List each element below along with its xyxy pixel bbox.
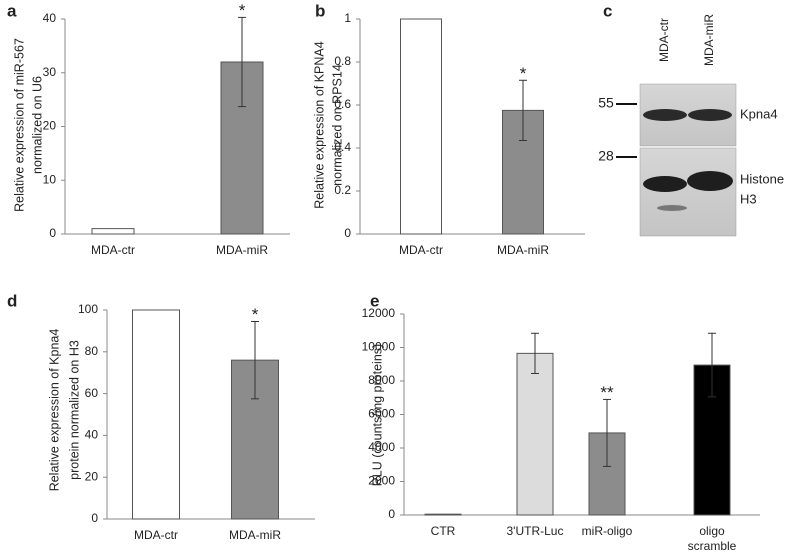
- y-tick-label: 4000: [368, 440, 395, 454]
- y-tick-label: 20: [43, 119, 57, 133]
- band-label: Kpna4: [740, 106, 778, 121]
- panel-label: c: [603, 1, 612, 20]
- y-tick-label: 1: [344, 11, 351, 25]
- x-tick-label: MDA-ctr: [399, 243, 443, 257]
- panel-label: a: [7, 1, 17, 20]
- y-axis-label: Relative expression of KPNA4: [312, 41, 326, 208]
- error-bar: [238, 16, 246, 108]
- y-axis-label: Relative expression of Kpna4: [47, 329, 61, 492]
- error-bar: [603, 398, 611, 467]
- y-axis-label: normalized on RPS14: [330, 64, 344, 186]
- significance-label: **: [600, 383, 614, 402]
- y-tick-label: 0.6: [334, 97, 351, 111]
- y-tick-label: 100: [78, 302, 98, 316]
- bar: [91, 228, 135, 235]
- y-tick-label: 40: [43, 11, 57, 25]
- y-axis-label: normalized on U6: [30, 76, 44, 174]
- error-bar: [708, 332, 716, 398]
- y-tick-label: 6000: [368, 407, 395, 421]
- y-axis-label: protein normalized on H3: [67, 340, 81, 480]
- x-tick-label: miR-oligo: [582, 524, 633, 538]
- y-tick-label: 30: [43, 65, 57, 79]
- y-tick-label: 10000: [362, 340, 396, 354]
- y-tick-label: 60: [85, 386, 99, 400]
- x-tick-label: 3'UTR-Luc: [507, 524, 564, 538]
- significance-label: *: [239, 1, 246, 20]
- x-tick-label: MDA-miR: [216, 243, 268, 257]
- y-tick-label: 40: [85, 428, 99, 442]
- lane-label: MDA-ctr: [657, 18, 671, 62]
- bar: [400, 18, 442, 235]
- bar: [132, 309, 180, 520]
- significance-label: *: [520, 64, 527, 83]
- bar: [516, 352, 554, 516]
- bar: [424, 513, 462, 516]
- y-tick-label: 0: [49, 226, 56, 240]
- y-tick-label: 2000: [368, 474, 395, 488]
- y-tick-label: 0.4: [334, 140, 351, 154]
- x-tick-label: MDA-ctr: [134, 528, 178, 542]
- y-axis-label: RLU (counts/mg proteins): [370, 344, 384, 486]
- panel-label: d: [7, 291, 17, 310]
- y-axis-label: Relative expression of miR-567: [12, 38, 26, 212]
- x-tick-label: MDA-ctr: [91, 243, 135, 257]
- x-tick-label: scramble: [688, 539, 737, 553]
- x-tick-label: MDA-miR: [497, 243, 549, 257]
- y-tick-label: 0: [344, 226, 351, 240]
- panel-label: b: [315, 1, 325, 20]
- y-tick-label: 8000: [368, 373, 395, 387]
- y-tick-label: 10: [43, 172, 57, 186]
- marker-label: 28: [598, 148, 614, 164]
- y-tick-label: 0: [388, 507, 395, 521]
- error-bar: [251, 320, 259, 400]
- x-tick-label: oligo: [699, 524, 725, 538]
- y-tick-label: 80: [85, 344, 99, 358]
- x-tick-label: CTR: [431, 524, 456, 538]
- marker-label: 55: [598, 95, 614, 111]
- y-tick-label: 0.8: [334, 54, 351, 68]
- y-tick-label: 0.2: [334, 183, 351, 197]
- x-tick-label: MDA-miR: [229, 528, 281, 542]
- y-tick-label: 0: [91, 511, 98, 525]
- band-label: H3: [740, 191, 757, 206]
- band-label: Histone: [740, 171, 784, 186]
- blot-image: [639, 83, 737, 237]
- panel-label: e: [370, 291, 379, 310]
- y-tick-label: 12000: [362, 306, 396, 320]
- error-bar: [519, 79, 527, 141]
- error-bar: [531, 332, 539, 374]
- significance-label: *: [252, 305, 259, 324]
- lane-label: MDA-miR: [702, 14, 716, 66]
- y-tick-label: 20: [85, 469, 99, 483]
